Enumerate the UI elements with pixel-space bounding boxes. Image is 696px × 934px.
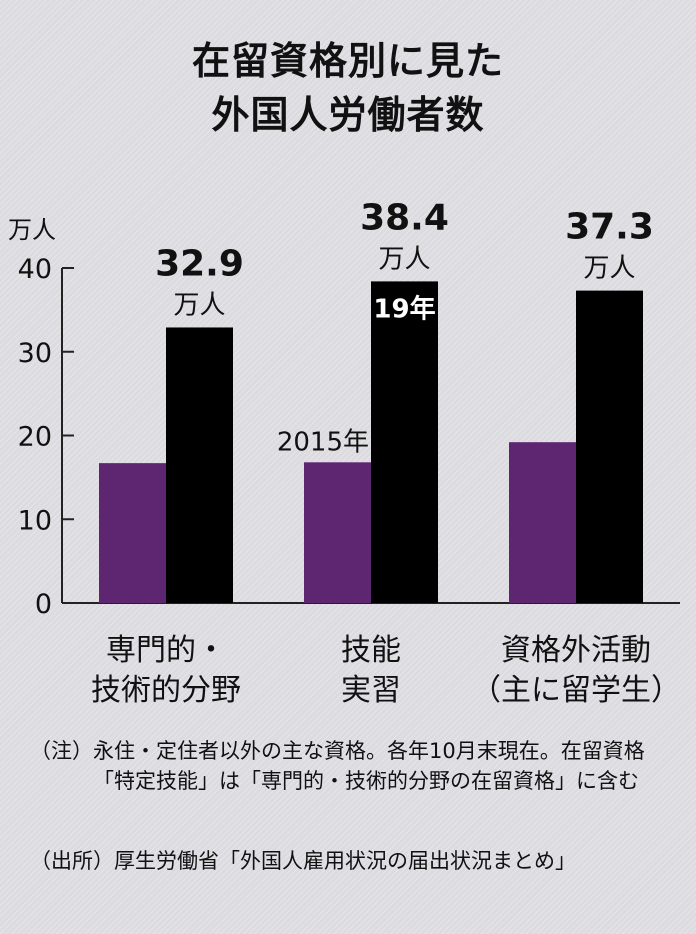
chart-note: （注） 永住・定住者以外の主な資格。各年10月末現在。在留資格「特定技能」は「専… bbox=[30, 736, 680, 796]
bar-value-label: 37.3 bbox=[565, 207, 654, 248]
bar-value-label: 38.4 bbox=[360, 197, 449, 238]
bar-value-unit: 万人 bbox=[378, 244, 430, 274]
series-label-2015: 2015年 bbox=[277, 427, 369, 457]
x-category-label: （主に留学生） bbox=[471, 673, 681, 708]
y-tick-label: 40 bbox=[18, 254, 52, 285]
chart-title-line-2: 外国人労働者数 bbox=[211, 93, 485, 137]
x-category-label: 技能 bbox=[341, 633, 401, 668]
x-category-label: 技術的分野 bbox=[91, 673, 241, 708]
y-tick-label: 10 bbox=[18, 505, 52, 536]
bar-2019 bbox=[576, 290, 643, 603]
note-label: （注） bbox=[30, 739, 93, 763]
y-tick-label: 30 bbox=[18, 338, 52, 369]
series-label-2019: 19年 bbox=[373, 293, 435, 324]
bar-2015 bbox=[304, 462, 371, 603]
bar-2015 bbox=[509, 442, 576, 603]
bar-value-unit: 万人 bbox=[173, 290, 225, 320]
source-text: 厚生労働省「外国人雇用状況の届出状況まとめ」 bbox=[114, 849, 576, 873]
x-category-label: 資格外活動 bbox=[501, 633, 651, 668]
bar-value-unit: 万人 bbox=[583, 254, 635, 284]
y-tick-label: 0 bbox=[35, 589, 52, 620]
bar-2019 bbox=[371, 281, 438, 603]
bar-2019 bbox=[166, 327, 233, 603]
chart-source: （出所） 厚生労働省「外国人雇用状況の届出状況まとめ」 bbox=[30, 846, 680, 876]
bar-value-label: 32.9 bbox=[155, 243, 244, 284]
x-category-label: 実習 bbox=[341, 673, 401, 708]
y-axis-unit-label: 万人 bbox=[8, 216, 56, 244]
note-text: 永住・定住者以外の主な資格。各年10月末現在。在留資格「特定技能」は「専門的・技… bbox=[93, 739, 645, 793]
bar-2015 bbox=[99, 463, 166, 603]
x-category-label: 専門的・ bbox=[106, 633, 226, 668]
chart-title-line-1: 在留資格別に見た bbox=[191, 39, 504, 83]
source-label: （出所） bbox=[30, 849, 114, 873]
y-tick-label: 20 bbox=[18, 422, 52, 453]
